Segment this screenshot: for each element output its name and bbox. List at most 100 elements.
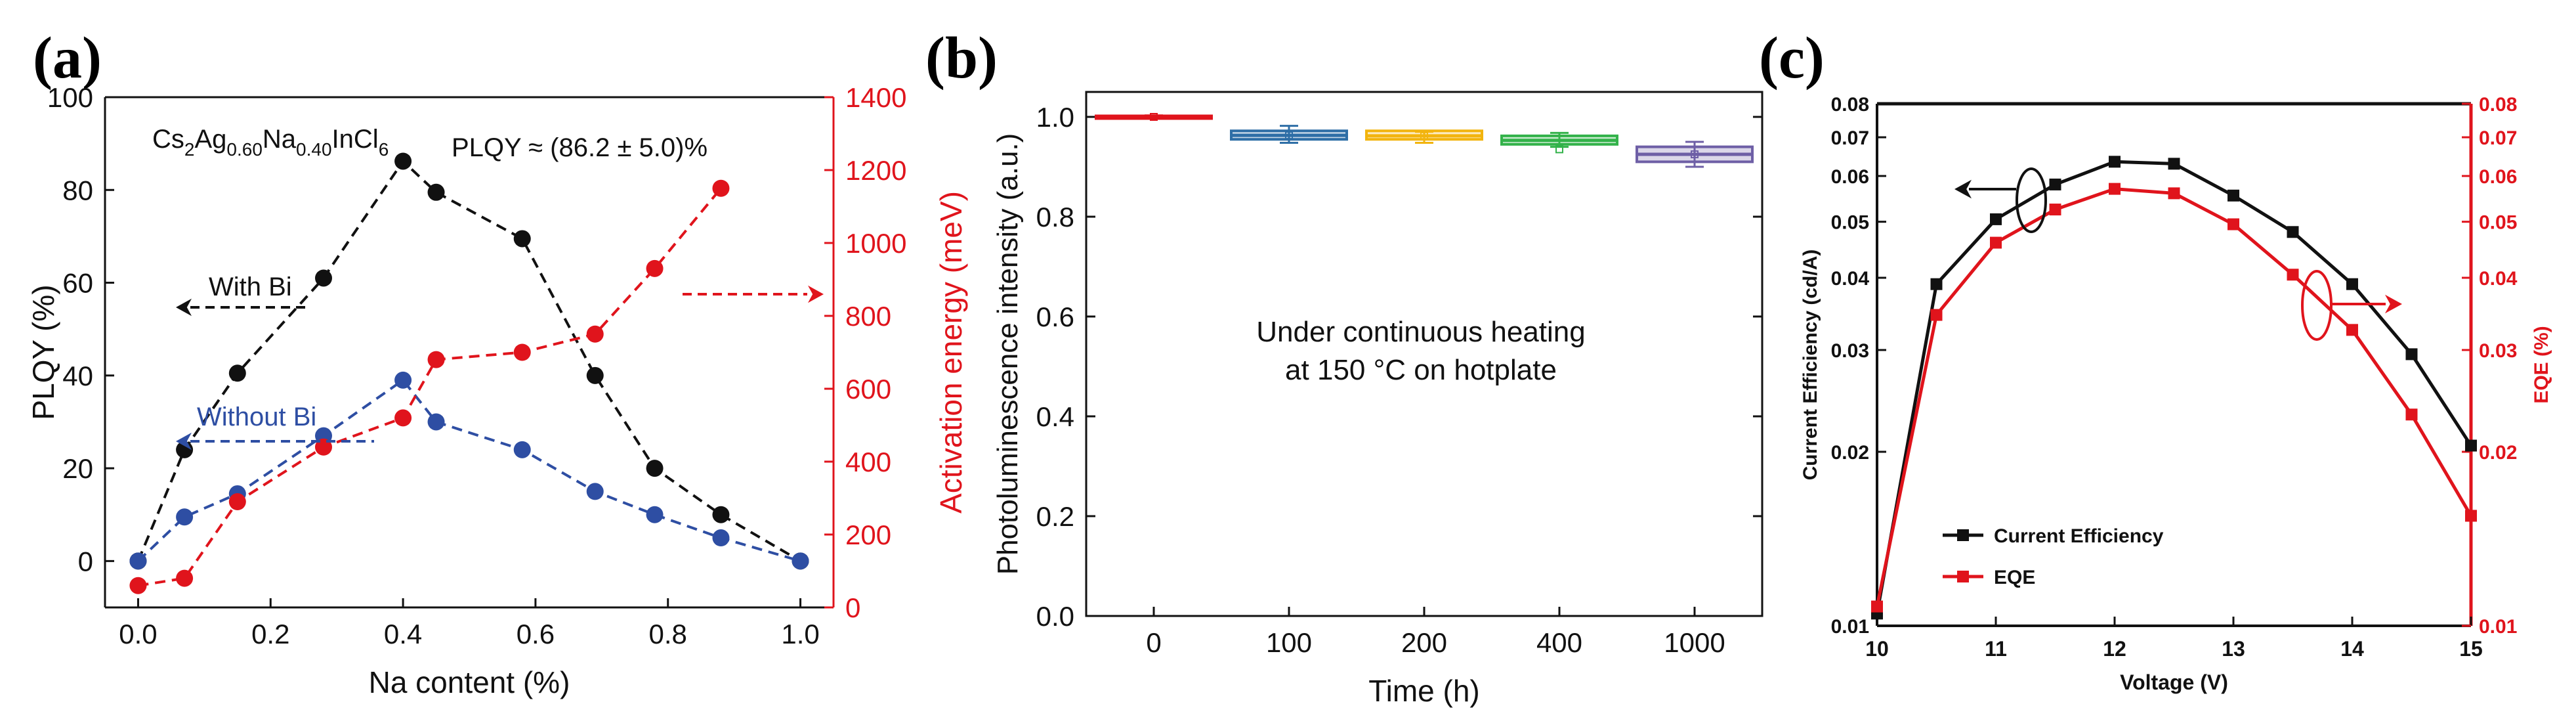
panel-c-y2-tick-label: 0.08: [2479, 94, 2517, 116]
panel-c-y-tick-label: 0.02: [1831, 442, 1869, 464]
panel-c-series-0-point: [2168, 158, 2180, 170]
panel-c-y-tick-label: 0.04: [1831, 268, 1870, 290]
panel-b-box-mean-4: [1691, 150, 1699, 158]
panel-b-annotation-line2: at 150 °C on hotplate: [1285, 354, 1557, 386]
panel-a-x-tick-label: 0.2: [251, 619, 289, 649]
panel-a-compound-part: 0.40: [296, 139, 332, 160]
panel-a-y2-tick-label: 400: [845, 447, 891, 477]
panel-a-compound-part: Cs: [152, 125, 184, 154]
panel-a-compound-part: InCl: [332, 125, 379, 154]
panel-c-series-0-point: [2109, 156, 2121, 168]
panel-a-x-axis-label: Na content (%): [369, 665, 570, 699]
panel-c-y2-tick-label: 0.06: [2479, 166, 2517, 188]
panel-a-series-0-point: [712, 506, 730, 523]
panel-a-compound-part: Ag: [194, 125, 226, 154]
panel-c-series-0-point: [1990, 213, 2002, 225]
panel-a-series-2-point: [586, 325, 604, 343]
panel-a-y-tick-label: 20: [62, 453, 93, 484]
panel-c-y2-tick-label: 0.03: [2479, 340, 2517, 362]
panel-c-y2-tick-label: 0.05: [2479, 212, 2517, 234]
panel-c-series-0-point: [2049, 178, 2061, 190]
panel-a-y-tick-label: 60: [62, 268, 93, 299]
panel-b-box-mean-1: [1285, 131, 1293, 140]
panel-c-y2-tick-label: 0.07: [2479, 127, 2517, 149]
panel-a-series-2-point: [315, 438, 332, 456]
panel-a-series-2-point: [176, 569, 194, 587]
panel-c-series-0-point: [2287, 226, 2299, 238]
panel-c-legend-marker-0: [1957, 529, 1969, 541]
panel-a-y-tick-label: 40: [62, 361, 93, 391]
panel-c-y-tick-label: 0.06: [1831, 166, 1869, 188]
panel-c-ce-indicator-ellipse: [2016, 167, 2047, 233]
panel-a-plqy-label: PLQY ≈ (86.2 ± 5.0)%: [452, 133, 707, 162]
panel-c-y-tick-label: 0.01: [1831, 616, 1869, 638]
panel-b-y-tick-label: 0.4: [1036, 401, 1074, 432]
panel-a-series-0-point: [228, 364, 246, 382]
panel-a-y2-tick-label: 1400: [845, 82, 906, 113]
panel-a-x-tick-label: 0.6: [517, 619, 555, 649]
panel-a-series-1-point: [792, 552, 809, 570]
panel-a-series-1-point: [586, 483, 604, 500]
panel-c-label: (c): [1759, 26, 1825, 91]
panel-a-y-axis-label: PLQY (%): [26, 284, 60, 420]
panel-a-y2-tick-label: 1000: [845, 228, 906, 259]
panel-a-x-tick-label: 0.4: [384, 619, 422, 649]
panel-c-y2-tick-label: 0.04: [2479, 268, 2518, 290]
panel-a-without-bi-label: Without Bi: [197, 403, 316, 431]
panel-b-y-tick-label: 0.2: [1036, 501, 1074, 532]
panel-c-series-1-point: [2287, 269, 2299, 281]
panel-b-x-tick-label: 0: [1146, 627, 1161, 658]
panel-c-series-1-point: [1990, 236, 2002, 249]
panel-a-y2-axis-label: Activation energy (meV): [934, 191, 968, 514]
panel-a-y-tick-label: 0: [78, 546, 93, 577]
panel-c-y-tick-label: 0.08: [1831, 94, 1869, 116]
panel-c-y2-axis-label: EQE (%): [2531, 326, 2552, 403]
panel-a-series-0-point: [513, 230, 531, 248]
panel-c-x-tick-label: 11: [1985, 637, 2007, 661]
panel-c-series-1-point: [2109, 183, 2121, 195]
panel-c-legend-label-0: Current Efficiency: [1994, 525, 2164, 547]
panel-a-without-bi-arrowhead: [176, 432, 192, 450]
panel-a-series-1-point: [646, 506, 664, 523]
panel-c-series-1-point: [2465, 510, 2477, 522]
panel-b-annotation-line1: Under continuous heating: [1256, 316, 1585, 348]
panel-c-series-line-0: [1875, 160, 2473, 614]
panel-a-y-tick-label: 100: [47, 82, 93, 113]
panel-a-y2-tick-label: 1200: [845, 155, 906, 186]
panel-b-box-mean-3: [1555, 145, 1563, 154]
panel-c-x-tick-label: 13: [2222, 637, 2245, 661]
panel-b-y-tick-label: 0.0: [1036, 601, 1074, 632]
panel-a-series-2-point: [646, 259, 664, 277]
panel-a-y2-tick-label: 0: [845, 592, 860, 623]
panel-a-series-1-point: [129, 552, 147, 570]
panel-a-y2-tick-label: 600: [845, 374, 891, 405]
panel-a-series-2-point: [427, 351, 445, 368]
panel-a-activation-arrowhead: [808, 285, 824, 303]
panel-c-y2-tick-label: 0.01: [2479, 616, 2517, 638]
panel-a-compound-part: Na: [263, 125, 297, 154]
panel-a-series-1-point: [513, 441, 531, 458]
panel-c-y-tick-label: 0.05: [1831, 212, 1869, 234]
panel-c-series-1-point: [2405, 408, 2418, 421]
panel-b-x-tick-label: 200: [1401, 627, 1447, 658]
panel-b-x-tick-label: 100: [1266, 627, 1312, 658]
panel-c-x-tick-label: 10: [1865, 637, 1889, 661]
panel-b-x-tick-label: 1000: [1664, 627, 1725, 658]
panel-a-series-1-point: [712, 529, 730, 547]
panel-a-series-2-point: [513, 343, 531, 361]
panel-b-label: (b): [925, 26, 998, 91]
panel-c-x-tick-label: 14: [2340, 637, 2364, 661]
panel-b-y-tick-label: 0.8: [1036, 202, 1074, 232]
panel-a-compound-part: 2: [184, 139, 195, 160]
panel-c-y2-tick-label: 0.02: [2479, 442, 2517, 464]
panel-c-series-1-point: [1871, 600, 1883, 613]
panel-c-series-0-point: [2465, 439, 2477, 452]
panel-b-box-mean-0: [1150, 113, 1158, 121]
panel-a-series-2-point: [394, 409, 412, 427]
panel-a-compound-part: 6: [379, 139, 389, 160]
panel-b-y-tick-label: 1.0: [1036, 102, 1074, 133]
panel-a-series-0-point: [394, 152, 412, 170]
panel-a-series-line-2: [138, 187, 722, 587]
panel-a-series-2-point: [228, 493, 246, 511]
